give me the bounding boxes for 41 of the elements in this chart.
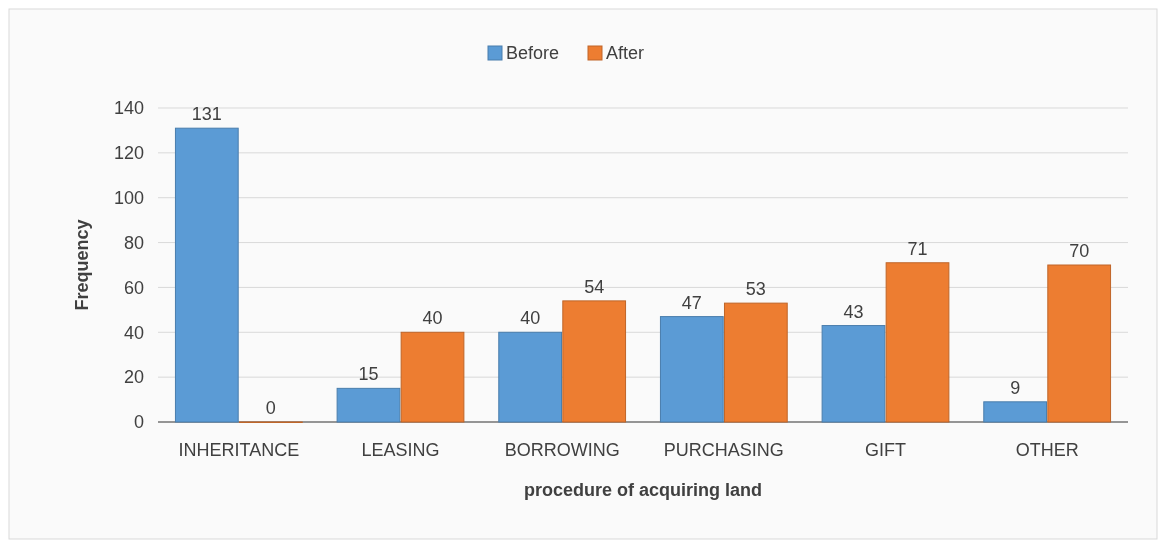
y-tick-label: 80 (123, 232, 144, 253)
y-tick-label: 40 (123, 322, 144, 343)
y-tick-label: 20 (123, 367, 144, 388)
legend-label: Before (506, 43, 560, 64)
y-tick-label: 100 (113, 188, 144, 209)
bar (498, 331, 563, 423)
data-label: 70 (1069, 241, 1090, 261)
y-axis-title: Frequency (72, 219, 92, 311)
x-axis-title: procedure of acquiring land (523, 480, 763, 500)
x-tick-label: BORROWING (504, 440, 620, 460)
bar (562, 300, 627, 423)
data-label: 40 (520, 308, 541, 329)
legend-label: After (606, 43, 645, 64)
bar (174, 127, 239, 423)
x-tick-label: LEASING (361, 440, 440, 460)
x-tick-label: PURCHASING (663, 440, 784, 460)
data-label: 53 (745, 279, 766, 300)
y-tick-label: 0 (133, 412, 144, 433)
bar (723, 302, 788, 423)
data-label: 54 (584, 276, 605, 297)
y-tick-label: 120 (113, 143, 144, 164)
data-label: 9 (1010, 377, 1021, 398)
data-label: 40 (422, 308, 443, 329)
bar (400, 331, 465, 423)
bar (659, 316, 724, 423)
data-label: 15 (358, 364, 379, 385)
bar (885, 262, 950, 423)
data-label: 47 (681, 292, 702, 313)
y-tick-label: 60 (123, 277, 144, 298)
data-label: 0 (265, 398, 276, 418)
data-label: 43 (843, 301, 864, 322)
x-tick-label: INHERITANCE (178, 440, 300, 460)
data-label: 71 (907, 238, 928, 259)
bar (1047, 264, 1112, 423)
bar (983, 401, 1048, 423)
x-tick-label: OTHER (1015, 440, 1079, 460)
y-tick-label: 140 (113, 98, 144, 119)
bar (336, 387, 401, 423)
x-tick-label: GIFT (865, 440, 906, 460)
data-label: 131 (191, 104, 222, 125)
bar (821, 325, 886, 423)
